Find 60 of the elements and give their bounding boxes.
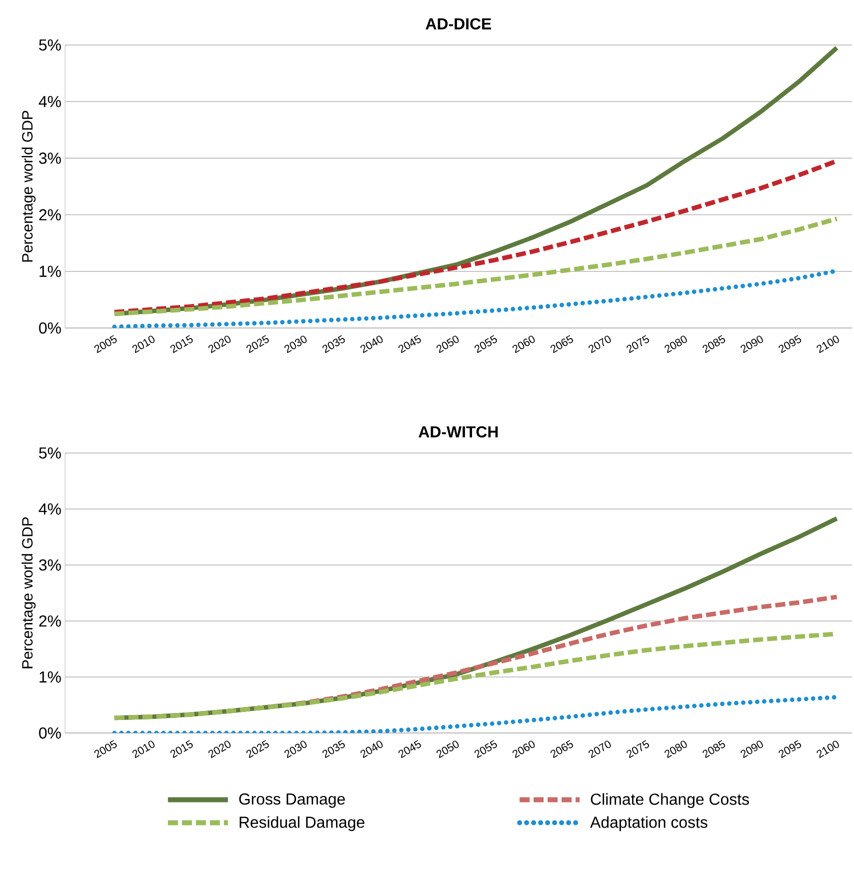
x-tick-label: 2080 bbox=[664, 336, 687, 354]
x-tick-label: 2030 bbox=[284, 740, 307, 758]
legend-label: Gross Damage bbox=[239, 793, 345, 808]
y-tick-label: 2% bbox=[39, 615, 61, 627]
x-tick-label: 2050 bbox=[436, 740, 459, 758]
x-tick-label: 2050 bbox=[436, 336, 459, 354]
x-tick-label: 2095 bbox=[778, 740, 802, 758]
x-tick-label: 2020 bbox=[208, 336, 231, 354]
x-tick-label: 2045 bbox=[398, 740, 421, 758]
legend-label: Residual Damage bbox=[240, 816, 364, 832]
x-tick-label: 2015 bbox=[170, 740, 193, 758]
legend-label: Adaptation costs bbox=[590, 816, 708, 832]
chart-title: AD-DICE bbox=[426, 18, 492, 30]
x-tick-label: 2010 bbox=[132, 740, 155, 758]
y-tick-label: 4% bbox=[38, 503, 61, 515]
x-tick-label: 2090 bbox=[740, 336, 763, 354]
x-tick-label: 2060 bbox=[512, 336, 535, 354]
x-tick-label: 2005 bbox=[94, 335, 117, 354]
y-tick-label: 0% bbox=[39, 322, 61, 334]
x-tick-label: 2075 bbox=[626, 740, 650, 758]
x-tick-label: 2070 bbox=[588, 740, 611, 758]
x-tick-label: 2080 bbox=[664, 740, 687, 758]
y-tick-label: 0% bbox=[39, 727, 61, 739]
x-tick-label: 2005 bbox=[94, 740, 117, 758]
y-axis-title: Percentage world GDP bbox=[22, 517, 36, 668]
y-tick-label: 3% bbox=[39, 559, 61, 571]
x-tick-label: 2010 bbox=[132, 336, 155, 354]
y-tick-label: 4% bbox=[38, 96, 61, 108]
x-tick-label: 2025 bbox=[246, 740, 269, 758]
y-tick-label: 5% bbox=[39, 39, 61, 51]
x-tick-label: 2025 bbox=[246, 335, 269, 354]
y-axis-title: Percentage world GDP bbox=[22, 110, 36, 262]
x-tick-label: 2065 bbox=[550, 740, 573, 758]
x-tick-label: 2055 bbox=[474, 335, 497, 354]
x-tick-label: 2095 bbox=[778, 335, 802, 354]
chart-title: AD-WITCH bbox=[418, 426, 498, 438]
x-tick-label: 2015 bbox=[170, 335, 193, 354]
x-tick-label: 2040 bbox=[360, 336, 383, 354]
x-tick-label: 2060 bbox=[512, 740, 535, 758]
x-tick-label: 2070 bbox=[588, 336, 611, 354]
y-tick-label: 1% bbox=[40, 266, 61, 277]
x-tick-label: 2085 bbox=[702, 740, 726, 758]
x-tick-label: 2100 bbox=[816, 336, 839, 354]
x-tick-label: 2065 bbox=[550, 335, 573, 354]
x-tick-label: 2035 bbox=[322, 740, 345, 758]
x-tick-label: 2035 bbox=[322, 335, 345, 354]
x-tick-label: 2055 bbox=[474, 740, 497, 758]
x-tick-label: 2090 bbox=[740, 740, 763, 758]
y-tick-label: 1% bbox=[40, 671, 61, 683]
x-tick-label: 2045 bbox=[398, 335, 421, 354]
y-tick-label: 2% bbox=[39, 209, 61, 220]
x-tick-label: 2020 bbox=[208, 740, 231, 758]
legend-label: Climate Change Costs bbox=[590, 793, 749, 808]
x-tick-label: 2085 bbox=[702, 335, 726, 354]
x-tick-label: 2040 bbox=[360, 740, 383, 758]
x-tick-label: 2030 bbox=[284, 336, 307, 354]
x-tick-label: 2075 bbox=[626, 335, 650, 354]
y-tick-label: 3% bbox=[39, 152, 61, 164]
x-tick-label: 2100 bbox=[816, 740, 839, 758]
y-tick-label: 5% bbox=[39, 447, 61, 459]
